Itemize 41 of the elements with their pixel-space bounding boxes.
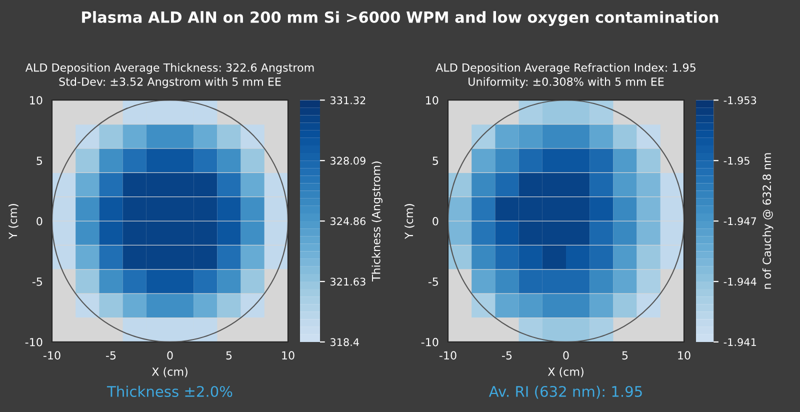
- color-bar-label: -1.953: [724, 96, 756, 104]
- chart-subtitle: ALD Deposition Average Thickness: 322.6 Angstrom Std-Dev: ±3.52 Angstrom with 5 mm EE: [25, 63, 314, 88]
- y-tick-label: 10: [30, 96, 42, 104]
- x-tick-label: -10: [439, 351, 456, 360]
- x-tick-label: 10: [282, 351, 294, 360]
- x-tick-label: -5: [106, 351, 116, 360]
- color-bar-label: 318.4: [330, 338, 359, 346]
- y-tick-label: 0: [36, 217, 42, 226]
- y-axis-title: Y (cm): [404, 204, 414, 240]
- color-bar-label: 328.09: [330, 156, 366, 165]
- color-bar-title: Thickness (Angstrom): [372, 162, 382, 282]
- y-tick-label: -5: [32, 278, 42, 286]
- text: Plasma ALD AlN on 200 mm Si >6000 WPM and low oxygen contamination: [82, 11, 718, 26]
- x-tick-label: 5: [622, 351, 628, 360]
- x-tick-label: 0: [563, 351, 569, 360]
- color-bar-label: 321.63: [330, 278, 366, 286]
- color-bar-label: -1.947: [724, 217, 756, 226]
- y-tick-label: 10: [426, 96, 438, 104]
- x-axis-title: X (cm): [152, 367, 188, 378]
- y-tick-label: 5: [432, 156, 438, 165]
- y-axis-title: Y (cm): [8, 204, 18, 240]
- color-bar-label: -1.95: [724, 156, 750, 165]
- x-axis-title: X (cm): [548, 367, 584, 378]
- x-tick-label: 0: [167, 351, 173, 360]
- text: Thickness ±2.0%: [106, 386, 232, 397]
- x-tick-label: -10: [43, 351, 60, 360]
- color-bar-label: -1.941: [724, 338, 756, 346]
- y-tick-label: 0: [432, 217, 438, 226]
- chart-subtitle: ALD Deposition Average Refraction Index: 1.95 Uniformity: ±0.308% with 5 mm EE: [436, 63, 696, 88]
- y-tick-label: -5: [428, 278, 438, 286]
- color-bar-title: n of Cauchy @ 632.8 nm: [762, 153, 774, 289]
- color-bar-label: 324.86: [330, 217, 366, 226]
- x-tick-label: 10: [678, 351, 690, 360]
- y-tick-label: -10: [421, 338, 438, 346]
- color-bar-label: 331.32: [330, 96, 366, 104]
- x-tick-label: -5: [502, 351, 512, 360]
- y-tick-label: -10: [25, 338, 42, 346]
- text: Av. RI (632 nm): 1.95: [488, 386, 642, 399]
- x-tick-label: 5: [226, 351, 232, 360]
- color-bar-label: -1.944: [724, 278, 756, 286]
- y-tick-label: 5: [36, 156, 42, 165]
